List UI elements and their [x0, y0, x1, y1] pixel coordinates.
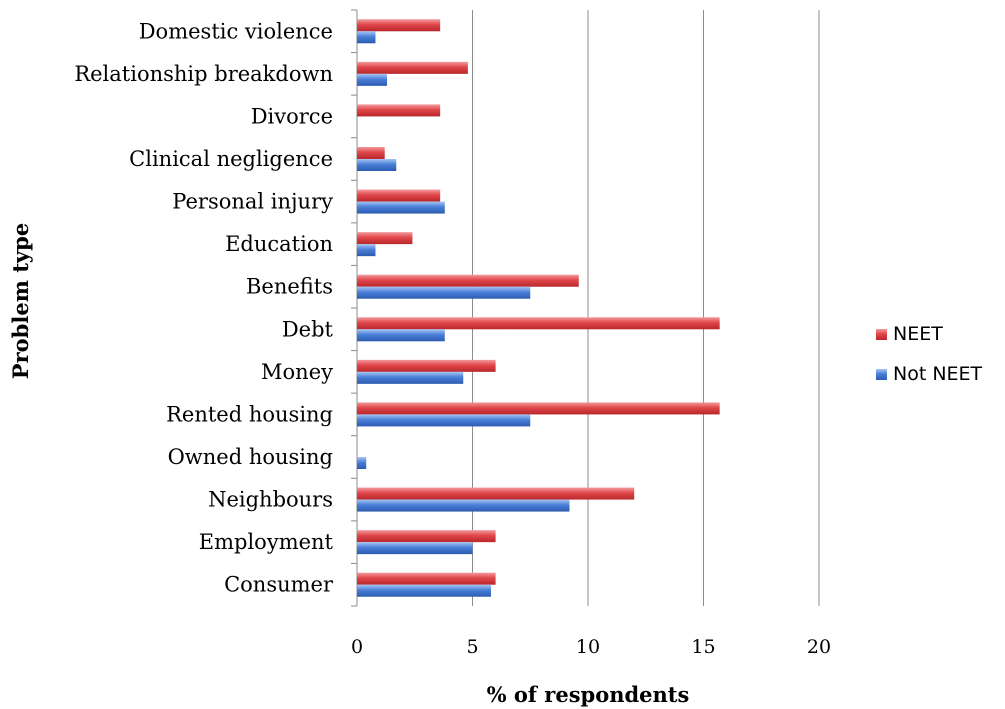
- bar-not-neet: [357, 201, 445, 214]
- bar-not-neet: [357, 414, 531, 427]
- bar-not-neet: [357, 584, 491, 597]
- bar-not-neet: [357, 73, 388, 86]
- category-label: Clinical negligence: [129, 147, 333, 171]
- x-tick-label: 10: [576, 636, 600, 658]
- bar-neet: [357, 274, 579, 287]
- legend-swatch: [876, 369, 887, 380]
- bars: [357, 19, 720, 597]
- bar-neet: [357, 317, 720, 330]
- legend-label: Not NEET: [893, 363, 983, 385]
- bar-neet: [357, 359, 496, 372]
- x-tick-label: 20: [807, 636, 831, 658]
- bar-not-neet: [357, 31, 376, 44]
- category-label: Education: [225, 232, 333, 256]
- bar-not-neet: [357, 159, 397, 171]
- x-tick-label: 5: [466, 636, 478, 658]
- category-label: Owned housing: [168, 445, 333, 469]
- bar-neet: [357, 104, 441, 117]
- legend-swatch: [876, 329, 887, 340]
- y-axis-title: Problem type: [8, 223, 33, 379]
- category-label: Domestic violence: [139, 19, 333, 43]
- bar-neet: [357, 572, 496, 585]
- category-label: Relationship breakdown: [74, 62, 333, 86]
- category-label: Employment: [199, 530, 334, 554]
- bar-neet: [357, 402, 720, 415]
- bar-neet: [357, 189, 441, 202]
- category-labels: Domestic violence Relationship breakdown D…: [74, 19, 334, 596]
- bar-not-neet: [357, 286, 531, 299]
- bar-neet: [357, 530, 496, 543]
- category-label: Debt: [282, 317, 334, 341]
- legend-label: NEET: [893, 323, 943, 345]
- category-label: Divorce: [251, 104, 333, 128]
- gridlines: [472, 10, 820, 606]
- bar-neet: [357, 232, 413, 245]
- category-label: Money: [261, 360, 333, 384]
- bar-not-neet: [357, 542, 473, 555]
- x-tick-label: 15: [691, 636, 715, 658]
- category-label: Rented housing: [166, 402, 333, 426]
- bar-neet: [357, 147, 385, 159]
- category-label: Neighbours: [208, 488, 333, 512]
- bar-neet: [357, 61, 468, 74]
- category-label: Personal injury: [172, 190, 333, 214]
- category-label: Consumer: [224, 573, 334, 597]
- x-tick-labels: 0 5 10 15 20: [351, 636, 831, 658]
- bar-not-neet: [357, 329, 445, 342]
- bar-neet: [357, 19, 441, 32]
- bar-not-neet: [357, 371, 464, 384]
- category-axis: [351, 9, 358, 607]
- bar-not-neet: [357, 499, 570, 512]
- bar-not-neet: [357, 244, 376, 257]
- bar-neet: [357, 487, 635, 500]
- x-tick-label: 0: [351, 636, 363, 658]
- bar-not-neet: [357, 457, 367, 469]
- category-label: Benefits: [246, 275, 333, 299]
- x-axis-title: % of respondents: [487, 682, 690, 707]
- legend: NEET Not NEET: [876, 323, 983, 385]
